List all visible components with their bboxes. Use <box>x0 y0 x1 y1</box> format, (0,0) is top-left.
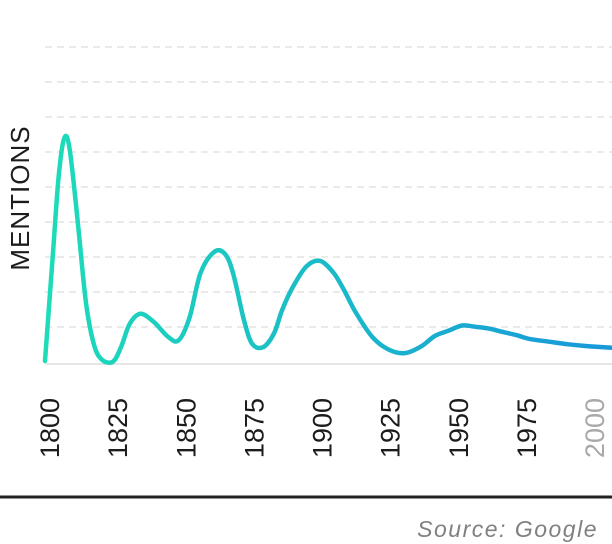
x-tick-label-1850: 1850 <box>171 398 201 458</box>
x-tick-label-1975: 1975 <box>512 398 542 458</box>
x-tick-label-1900: 1900 <box>308 398 338 458</box>
x-tick-label-1925: 1925 <box>376 398 406 458</box>
gridlines <box>45 46 612 365</box>
x-tick-label-1950: 1950 <box>444 398 474 458</box>
source-credit: Source: Google <box>417 516 598 542</box>
x-tick-label-1825: 1825 <box>103 398 133 458</box>
mentions-series-line <box>42 133 612 365</box>
x-tick-label-1800: 1800 <box>35 398 65 458</box>
x-tick-label-1875: 1875 <box>239 398 269 458</box>
y-axis-title: MENTIONS <box>5 125 35 270</box>
x-tick-label-2000: 2000 <box>580 398 610 458</box>
x-tick-labels: 1800 1825 1850 1875 1900 1925 1950 1975 2000 <box>35 398 610 458</box>
